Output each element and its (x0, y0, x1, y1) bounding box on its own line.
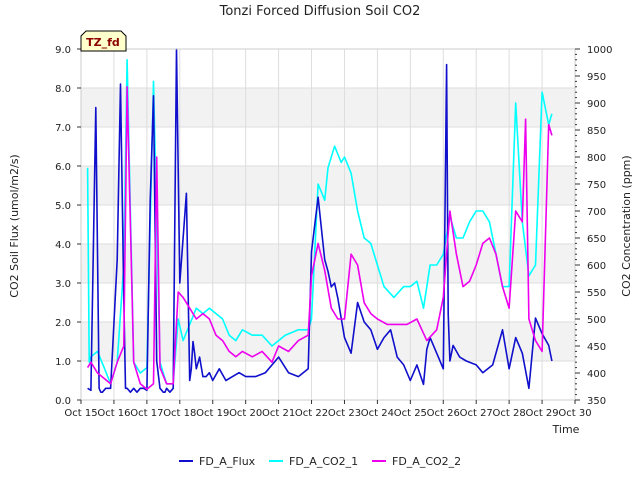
y-axis-left: 0.0 1.0 2.0 3.0 4.0 5.0 6.0 7.0 8.0 9.0 (55, 45, 81, 407)
y-tick-label: 5.0 (55, 201, 71, 212)
x-tick-label: Oct 21 (262, 408, 295, 419)
y-tick-label: 7.0 (55, 123, 71, 134)
x-axis-title: Time (552, 423, 580, 436)
x-tick-label: Oct 19 (196, 408, 229, 419)
x-tick-label: Oct 30 (558, 408, 591, 419)
legend-label-fd-a-co2-2: FD_A_CO2_2 (392, 455, 461, 468)
y2-tick-label: 900 (587, 99, 606, 110)
band (81, 244, 575, 283)
y-tick-label: 2.0 (55, 318, 71, 329)
x-tick-label: Oct 27 (460, 408, 493, 419)
y2-tick-label: 600 (587, 261, 606, 272)
x-tick-label: Oct 23 (328, 408, 361, 419)
y2-tick-label: 750 (587, 180, 606, 191)
band (81, 88, 575, 127)
site-badge-box (80, 30, 127, 52)
band (81, 322, 575, 361)
y2-tick-label: 400 (587, 369, 606, 380)
legend: FD_A_Flux FD_A_CO2_1 FD_A_CO2_2 (179, 455, 461, 468)
y-tick-label: 1.0 (55, 357, 71, 368)
y-tick-label: 3.0 (55, 279, 71, 290)
y-tick-label: 4.0 (55, 240, 71, 251)
background-bands (81, 88, 575, 361)
y-tick-label: 0.0 (55, 396, 71, 407)
y2-tick-label: 500 (587, 315, 606, 326)
site-badge: TZ_fd (80, 30, 127, 52)
y2-tick-label: 800 (587, 153, 606, 164)
y-tick-label: 6.0 (55, 162, 71, 173)
y2-tick-label: 350 (587, 396, 606, 407)
legend-label-fd-a-flux: FD_A_Flux (199, 455, 256, 468)
x-tick-label: Oct 16 (97, 408, 130, 419)
x-tick-label: Oct 17 (130, 408, 163, 419)
chart-title: Tonzi Forced Diffusion Soil CO2 (219, 4, 421, 19)
y2-tick-label: 650 (587, 234, 606, 245)
x-axis: Oct 15 Oct 16 Oct 17 Oct 18 Oct 19 Oct 20 Oct … (64, 400, 592, 419)
y-tick-label: 8.0 (55, 84, 71, 95)
legend-item-fd-a-flux: FD_A_Flux (179, 455, 256, 468)
series-line-fd-a-co2-2 (86, 86, 553, 391)
y2-axis-title: CO2 Concentration (ppm) (620, 155, 633, 296)
series-line-fd-a-flux (87, 48, 553, 394)
x-tick-label: Oct 28 (493, 408, 526, 419)
y-axis-title: CO2 Soil Flux (umol/m2/s) (8, 154, 21, 297)
x-tick-label: Oct 29 (525, 408, 558, 419)
legend-item-fd-a-co2-1: FD_A_CO2_1 (269, 455, 358, 468)
y2-tick-label: 850 (587, 126, 606, 137)
x-tick-label: Oct 26 (427, 408, 460, 419)
y2-tick-label: 550 (587, 288, 606, 299)
y2-tick-label: 950 (587, 72, 606, 83)
y-axis-right: 350 400 450 500 550 600 650 700 750 800 850 900 950 1… (575, 45, 612, 407)
plot-frame (80, 48, 576, 401)
x-tick-label: Oct 24 (361, 408, 394, 419)
x-tick-label: Oct 25 (394, 408, 427, 419)
y2-tick-label: 700 (587, 207, 606, 218)
site-badge-label: TZ_fd (86, 36, 120, 49)
x-tick-label: Oct 22 (295, 408, 328, 419)
y-tick-label: 9.0 (55, 45, 71, 56)
series-layer (86, 48, 553, 394)
legend-item-fd-a-co2-2: FD_A_CO2_2 (372, 455, 461, 468)
x-tick-label: Oct 20 (229, 408, 262, 419)
y2-tick-label: 1000 (587, 45, 612, 56)
legend-label-fd-a-co2-1: FD_A_CO2_1 (289, 455, 358, 468)
x-tick-label: Oct 15 (64, 408, 97, 419)
y2-tick-label: 450 (587, 342, 606, 353)
x-tick-label: Oct 18 (163, 408, 196, 419)
